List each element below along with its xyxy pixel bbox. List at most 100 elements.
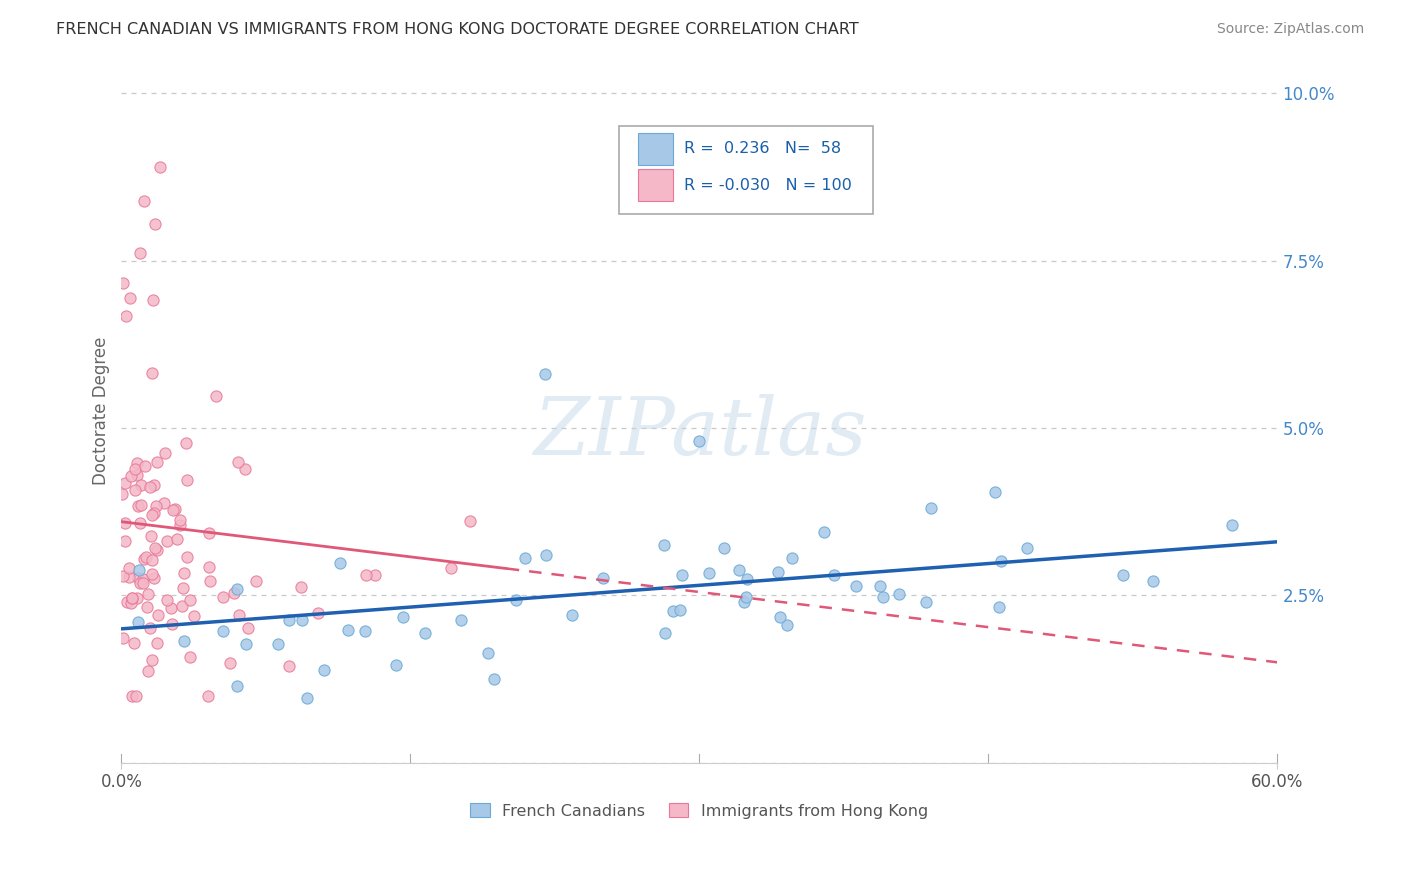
Point xyxy=(135,599,157,614)
Point xyxy=(141,567,163,582)
Point xyxy=(124,483,146,498)
Point xyxy=(733,595,755,609)
Point xyxy=(654,538,676,552)
Point xyxy=(297,691,319,706)
Point xyxy=(122,636,145,650)
Point xyxy=(136,587,159,601)
Point xyxy=(127,468,149,483)
Point xyxy=(143,217,166,231)
Point xyxy=(111,486,134,500)
Point xyxy=(869,579,891,593)
Point xyxy=(124,689,146,703)
Point xyxy=(308,607,330,621)
Point xyxy=(117,595,139,609)
Point xyxy=(114,533,136,548)
Point xyxy=(120,468,142,483)
Point xyxy=(769,609,792,624)
Point xyxy=(440,561,463,575)
Point xyxy=(141,366,163,380)
Point xyxy=(336,623,359,637)
Point xyxy=(174,436,197,450)
Point xyxy=(233,461,256,475)
Point xyxy=(534,548,557,562)
Point xyxy=(121,591,143,605)
Point xyxy=(218,656,240,670)
Point xyxy=(245,574,267,588)
Point xyxy=(115,310,138,324)
Point xyxy=(354,624,377,639)
Point xyxy=(290,580,312,594)
Point xyxy=(121,689,143,703)
Point xyxy=(176,473,198,487)
Point xyxy=(141,653,163,667)
Point xyxy=(128,564,150,578)
Y-axis label: Doctorate Degree: Doctorate Degree xyxy=(93,337,110,485)
Point xyxy=(173,566,195,581)
Point xyxy=(160,600,183,615)
Point xyxy=(118,570,141,584)
Point xyxy=(166,532,188,546)
Point xyxy=(120,596,142,610)
Point xyxy=(592,571,614,585)
Point xyxy=(561,607,583,622)
Point xyxy=(146,608,169,623)
Point xyxy=(169,517,191,532)
Point xyxy=(156,593,179,607)
Point xyxy=(146,542,169,557)
Point xyxy=(112,276,135,290)
Point xyxy=(224,586,246,600)
Point xyxy=(534,368,557,382)
Point xyxy=(226,679,249,693)
Point xyxy=(183,608,205,623)
Point xyxy=(278,659,301,673)
Point xyxy=(363,568,385,582)
Point xyxy=(1015,541,1038,556)
Point xyxy=(153,496,176,510)
Point xyxy=(141,508,163,522)
Point xyxy=(138,480,160,494)
Point xyxy=(671,568,693,582)
Text: R =  0.236   N=  58: R = 0.236 N= 58 xyxy=(685,141,842,156)
Point xyxy=(728,563,751,577)
Point xyxy=(813,525,835,540)
Point xyxy=(142,478,165,492)
Point xyxy=(134,552,156,566)
Point xyxy=(127,571,149,585)
Point xyxy=(385,658,408,673)
Point xyxy=(112,631,135,645)
Point xyxy=(458,514,481,528)
Point xyxy=(132,576,155,591)
Point xyxy=(780,551,803,566)
Bar xyxy=(638,133,673,165)
Point xyxy=(200,574,222,588)
Point xyxy=(132,572,155,586)
Point xyxy=(114,516,136,531)
Point xyxy=(143,571,166,585)
Point xyxy=(688,434,710,449)
Point xyxy=(124,461,146,475)
Point xyxy=(515,551,537,566)
Point xyxy=(132,194,155,209)
Point xyxy=(129,575,152,590)
Point xyxy=(197,526,219,541)
Point xyxy=(450,613,472,627)
Point xyxy=(267,637,290,651)
Point xyxy=(990,554,1012,568)
Point xyxy=(160,617,183,632)
Point xyxy=(153,446,176,460)
Point xyxy=(143,541,166,555)
Point xyxy=(125,456,148,470)
Point xyxy=(156,533,179,548)
Text: ZIPatlas: ZIPatlas xyxy=(533,393,866,471)
Point xyxy=(776,618,799,632)
Point xyxy=(212,590,235,604)
Point xyxy=(915,595,938,609)
Point xyxy=(136,665,159,679)
Point xyxy=(228,608,250,623)
Point xyxy=(141,553,163,567)
Point xyxy=(205,389,228,403)
Point xyxy=(127,591,149,605)
Point xyxy=(162,503,184,517)
Text: R = -0.030   N = 100: R = -0.030 N = 100 xyxy=(685,178,852,193)
Point xyxy=(889,587,911,601)
